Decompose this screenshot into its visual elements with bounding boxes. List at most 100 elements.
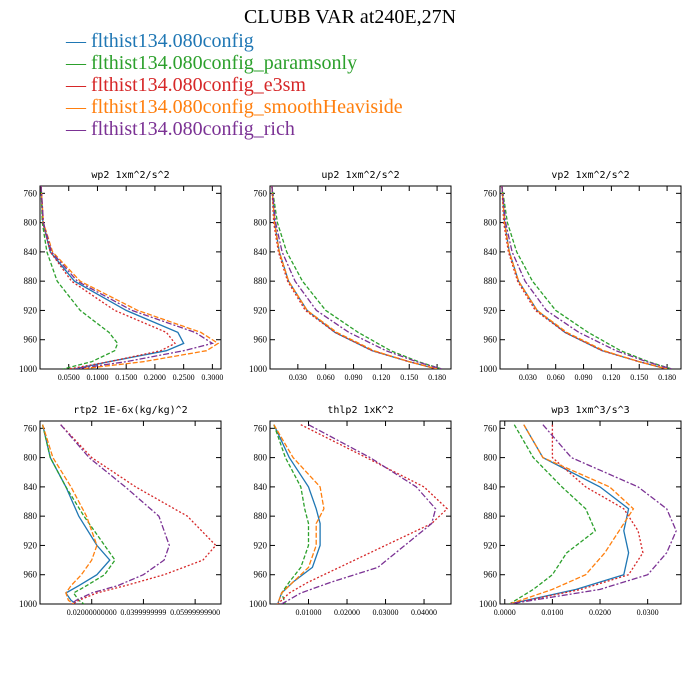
x-tick-label: 0.04000 [411, 608, 437, 617]
series-line-3 [41, 424, 98, 604]
panel-title: vp2 1xm^2/s^2 [551, 170, 629, 181]
series-line-1 [273, 424, 310, 604]
x-tick-label: 0.0300 [637, 608, 659, 617]
plot-frame [39, 420, 222, 605]
series-line-4 [271, 186, 442, 369]
y-tick-label: 1000 [249, 599, 268, 609]
plot-frame [269, 420, 452, 605]
x-tick-label: 0.180 [658, 373, 676, 382]
x-tick-label: 0.0000 [494, 608, 516, 617]
x-tick-label: 0.03000 [373, 608, 399, 617]
y-tick-label: 1000 [249, 364, 268, 374]
y-tick-label: 920 [24, 305, 38, 315]
legend-entry-rich: — flthist134.080config_rich [66, 118, 403, 140]
x-tick-label: 0.02000000000 [67, 608, 117, 617]
y-tick-label: 840 [24, 482, 38, 492]
plot-frame [499, 420, 682, 605]
x-tick-label: 0.090 [345, 373, 363, 382]
series-line-3 [40, 186, 220, 369]
y-tick-label: 960 [484, 570, 498, 580]
series-line-4 [501, 186, 672, 369]
figure-title: CLUBB VAR at240E,27N [243, 6, 457, 28]
legend-line-rich: — [66, 118, 91, 140]
legend-line-smoothheaviside: — [66, 96, 91, 118]
series-line-4 [40, 186, 215, 369]
series-line-1 [41, 424, 116, 604]
legend-entry-e3sm: — flthist134.080config_e3sm [66, 74, 403, 96]
y-tick-label: 960 [484, 335, 498, 345]
x-tick-label: 0.0399999999 [120, 608, 166, 617]
series-line-1 [40, 186, 119, 369]
series-line-3 [271, 186, 438, 369]
x-tick-label: 0.0200 [589, 608, 611, 617]
series-line-0 [40, 186, 185, 369]
panel-4: thlp2 1xK^2 760 800 840 880 920 960 1000 0.01000… [249, 405, 452, 617]
y-tick-label: 880 [254, 511, 268, 521]
y-tick-label: 1000 [19, 364, 38, 374]
y-tick-label: 880 [24, 276, 38, 286]
x-tick-label: 0.0500 [58, 373, 80, 382]
series-line-4 [281, 424, 437, 604]
panel-2: vp2 1xm^2/s^2 760 800 840 880 920 960 1000 0.030… [479, 170, 682, 382]
series-line-1 [509, 424, 597, 604]
series-line-1 [271, 186, 442, 369]
panel-title: up2 1xm^2/s^2 [321, 170, 399, 181]
panel-3: rtp2 1E-6x(kg/kg)^2 760 800 840 880 920 960 100… [19, 405, 222, 617]
y-tick-label: 920 [484, 305, 498, 315]
y-tick-label: 880 [484, 276, 498, 286]
x-tick-label: 0.2500 [173, 373, 195, 382]
y-tick-label: 960 [24, 335, 38, 345]
x-tick-label: 0.2000 [144, 373, 166, 382]
legend-label-rich: flthist134.080config_rich [91, 118, 295, 140]
x-tick-label: 0.02000 [334, 608, 360, 617]
series-line-3 [501, 186, 668, 369]
panel-title: wp2 1xm^2/s^2 [91, 170, 169, 181]
series-line-2 [509, 424, 644, 604]
y-tick-label: 880 [24, 511, 38, 521]
x-tick-label: 0.05999999900 [170, 608, 220, 617]
y-tick-label: 840 [24, 247, 38, 257]
legend-label-config: flthist134.080config [91, 30, 254, 52]
y-tick-label: 920 [254, 540, 268, 550]
x-tick-label: 0.1500 [115, 373, 137, 382]
y-tick-label: 840 [484, 482, 498, 492]
y-tick-label: 760 [484, 188, 498, 198]
y-tick-label: 760 [24, 423, 38, 433]
plot-frame [269, 185, 452, 370]
x-tick-label: 0.030 [519, 373, 537, 382]
y-tick-label: 800 [484, 453, 498, 463]
plot-frame [499, 185, 682, 370]
y-tick-label: 800 [24, 453, 38, 463]
legend-line-paramsonly: — [66, 52, 91, 74]
series-line-2 [277, 424, 449, 604]
legend-label-e3sm: flthist134.080config_e3sm [91, 74, 306, 96]
legend-label-smoothheaviside: flthist134.080config_smoothHeaviside [91, 96, 403, 118]
y-tick-label: 800 [484, 218, 498, 228]
series-line-3 [509, 424, 635, 604]
y-tick-label: 1000 [19, 599, 38, 609]
series-line-0 [273, 424, 321, 604]
legend-entry-smoothheaviside: — flthist134.080config_smoothHeaviside [66, 96, 403, 118]
series-line-0 [41, 424, 111, 604]
y-tick-label: 960 [254, 335, 268, 345]
x-tick-label: 0.01000 [296, 608, 322, 617]
series-line-2 [40, 186, 176, 369]
y-tick-label: 800 [24, 218, 38, 228]
x-tick-label: 0.180 [428, 373, 446, 382]
series-line-3 [273, 424, 325, 604]
series-line-2 [271, 186, 438, 369]
panel-1: up2 1xm^2/s^2 760 800 840 880 920 960 1000 0.030… [249, 170, 452, 382]
x-tick-label: 0.120 [372, 373, 390, 382]
x-tick-label: 0.150 [630, 373, 648, 382]
legend-line-e3sm: — [66, 74, 91, 96]
y-tick-label: 920 [24, 540, 38, 550]
panel-0: wp2 1xm^2/s^2 760 800 840 880 920 960 1000 0.050… [19, 170, 223, 382]
y-tick-label: 840 [484, 247, 498, 257]
legend-entry-paramsonly: — flthist134.080config_paramsonly [66, 52, 403, 74]
x-tick-label: 0.060 [317, 373, 335, 382]
y-tick-label: 1000 [479, 599, 498, 609]
y-tick-label: 760 [24, 188, 38, 198]
x-tick-label: 0.150 [400, 373, 418, 382]
panel-5: wp3 1xm^3/s^3 760 800 840 880 920 960 10000.000… [479, 405, 682, 617]
x-tick-label: 0.060 [547, 373, 565, 382]
